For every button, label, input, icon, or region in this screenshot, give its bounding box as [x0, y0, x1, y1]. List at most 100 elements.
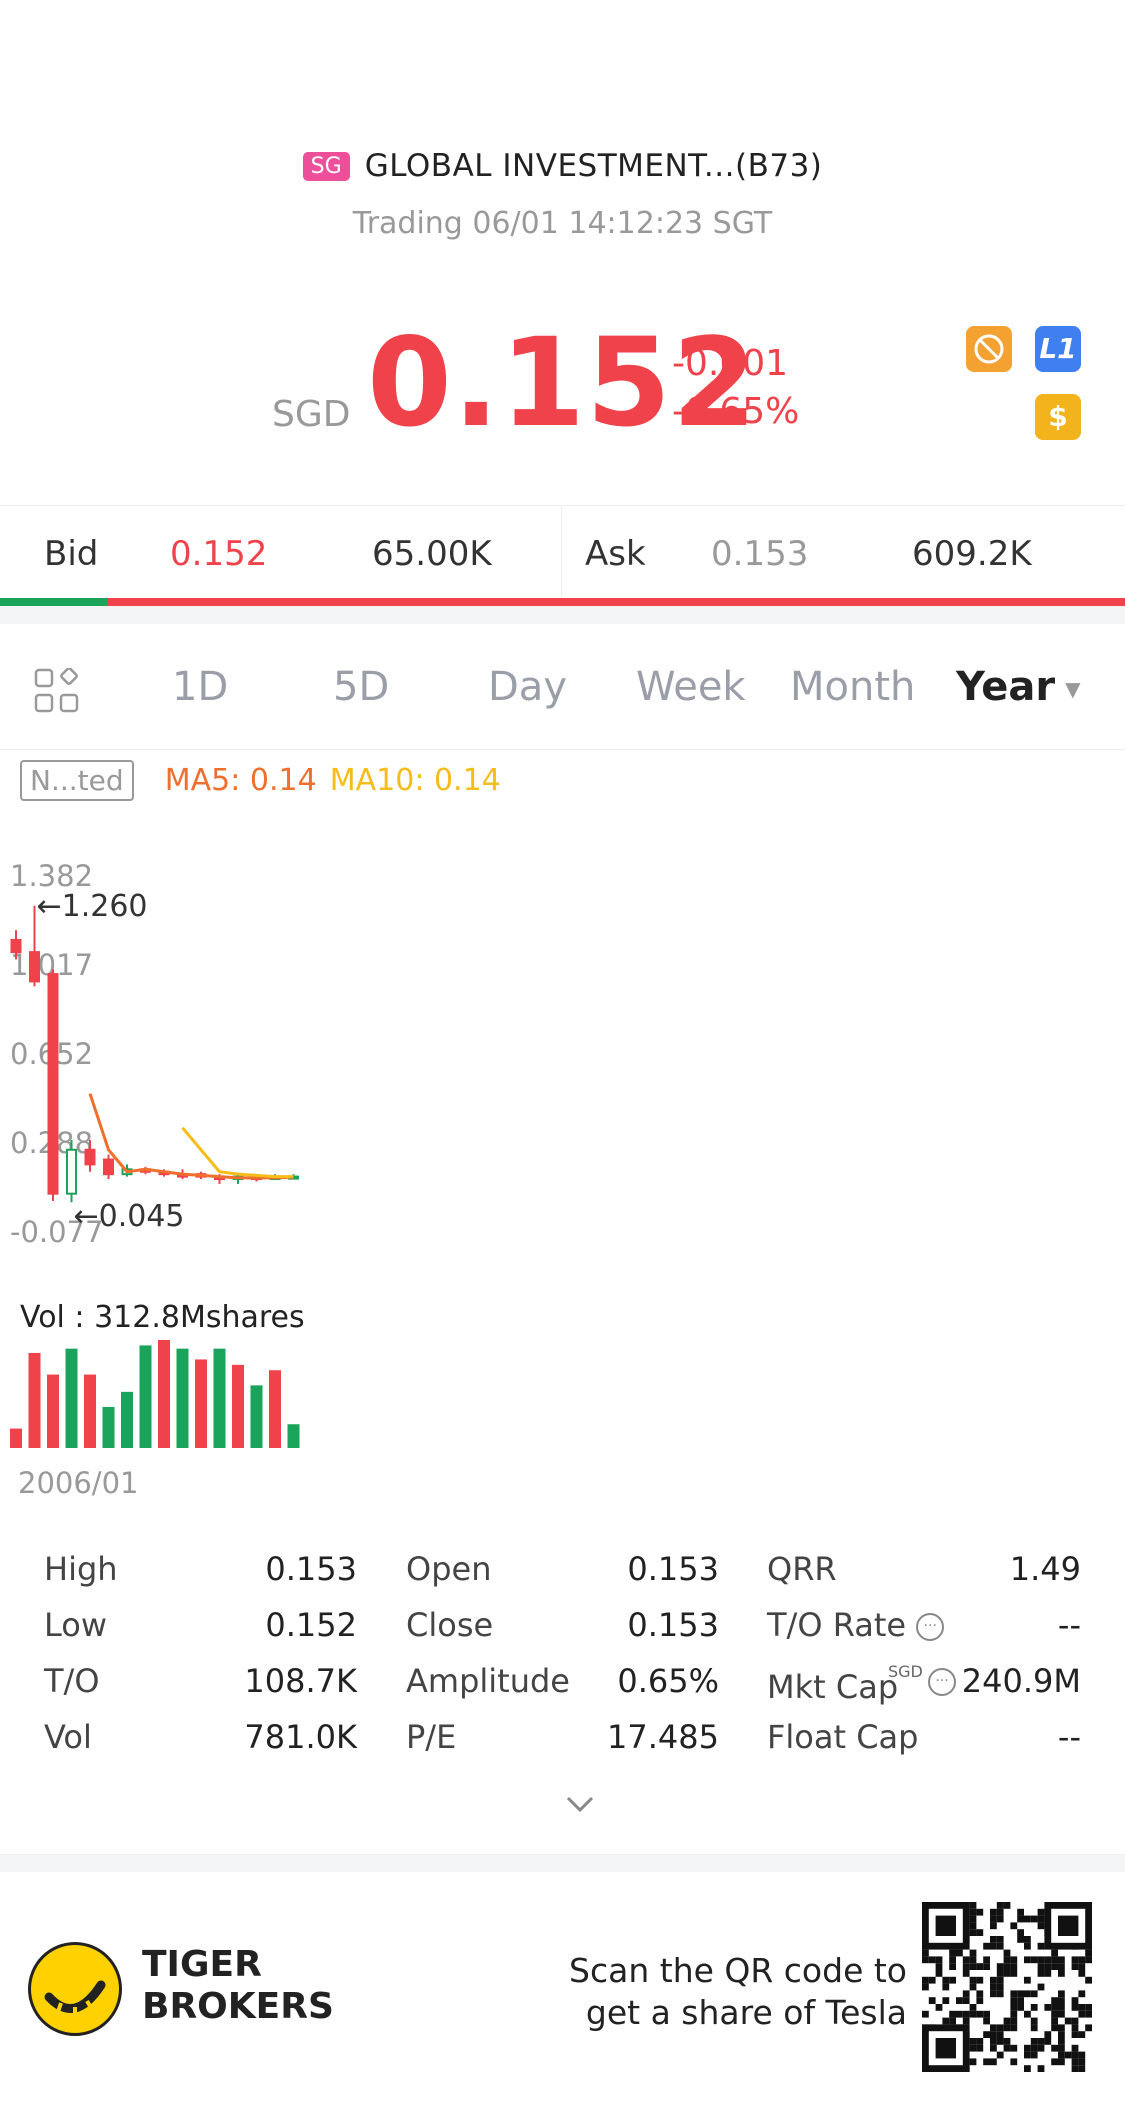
volume-bar — [250, 1385, 263, 1448]
section-gap — [0, 606, 1125, 624]
stat-float-cap-label: Float Cap — [767, 1718, 919, 1756]
ask-label: Ask — [585, 534, 646, 574]
stock-title[interactable]: GLOBAL INVESTMENT...(B73) — [364, 148, 823, 184]
stat-open-label: Open — [406, 1550, 492, 1588]
price-currency: SGD — [272, 394, 351, 435]
level1-icon[interactable]: L1 — [1035, 326, 1081, 372]
y-tick-label: 1.382 — [10, 859, 93, 893]
ma10-line — [181, 1126, 294, 1179]
trading-status: Trading 06/01 14:12:23 SGT — [352, 206, 773, 241]
tiger-logo-icon — [28, 1942, 122, 2036]
bid-ask-divider — [561, 506, 562, 602]
volume-bar — [232, 1364, 244, 1448]
stat-close-label: Close — [406, 1606, 494, 1644]
last-price: 0.152 — [367, 312, 758, 454]
tab-year-label: Year — [956, 664, 1056, 710]
no-shorting-icon[interactable] — [966, 326, 1012, 372]
stat-amplitude: 0.65% — [617, 1662, 719, 1700]
chevron-down-icon: ▼ — [1065, 677, 1081, 701]
stat-vol: 781.0K — [244, 1718, 357, 1756]
adjust-mode-button[interactable]: N...ted — [20, 760, 134, 801]
candle-body — [10, 938, 22, 954]
volume-bar — [269, 1370, 281, 1448]
change-value: -0.001 — [672, 343, 789, 384]
qr-code-icon[interactable] — [922, 1902, 1092, 2072]
region-badge: SG — [302, 151, 350, 181]
info-icon[interactable]: ··· — [916, 1613, 945, 1641]
stat-qrr: 1.49 — [1009, 1550, 1081, 1588]
volume-bar — [158, 1340, 170, 1448]
stat-high-label: High — [44, 1550, 118, 1588]
candle-body — [29, 951, 40, 983]
tab-day[interactable]: Day — [488, 664, 567, 710]
volume-bar — [28, 1352, 41, 1448]
ma10-value: MA10: 0.14 — [329, 763, 501, 798]
footer-separator — [0, 1854, 1125, 1872]
qr-promo-text: Scan the QR code to get a share of Tesla — [507, 1950, 907, 2034]
layout-grid-icon[interactable] — [34, 668, 80, 714]
stat-close: 0.153 — [627, 1606, 719, 1644]
high-marker: ←1.260 — [37, 889, 148, 924]
scan-line2: get a share of Tesla — [585, 1993, 907, 2032]
stat-low-label: Low — [44, 1606, 108, 1644]
brand-line2: BROKERS — [142, 1986, 334, 2027]
bid-price: 0.152 — [170, 534, 268, 574]
dollar-icon[interactable]: $ — [1035, 394, 1081, 440]
tab-week[interactable]: Week — [636, 664, 746, 710]
change-percent: -0.65% — [672, 391, 800, 432]
period-tabs: 1D 5D Day Week Month Year ▼ — [0, 624, 1125, 750]
stat-high: 0.153 — [265, 1550, 357, 1588]
ask-price: 0.153 — [711, 534, 809, 574]
volume-bar — [47, 1374, 59, 1448]
tab-1d[interactable]: 1D — [172, 664, 229, 710]
scan-line1: Scan the QR code to — [569, 1951, 907, 1990]
x-axis-date: 2006/01 — [18, 1466, 139, 1500]
mkt-cap-currency: SGD — [888, 1662, 923, 1681]
bid-ratio-bar — [0, 598, 107, 606]
stat-pe-label: P/E — [406, 1718, 457, 1756]
volume-bar — [287, 1424, 300, 1448]
volume-bar — [102, 1406, 115, 1448]
bid-label: Bid — [44, 534, 99, 574]
stat-open: 0.153 — [627, 1550, 719, 1588]
stat-vol-label: Vol — [44, 1718, 92, 1756]
volume-bar — [139, 1345, 152, 1448]
bid-size: 65.00K — [372, 534, 492, 574]
ma5-value: MA5: 0.14 — [164, 763, 317, 798]
brand-name: TIGER BROKERS — [142, 1944, 334, 2028]
ma5-line — [88, 1093, 294, 1180]
bid-ask-panel[interactable]: Bid 0.152 65.00K Ask 0.153 609.2K — [0, 505, 1125, 602]
stat-to-rate-label[interactable]: T/O Rate ··· — [767, 1606, 945, 1644]
stock-title-row: SG GLOBAL INVESTMENT...(B73) — [0, 148, 1125, 184]
volume-bar — [195, 1359, 207, 1448]
volume-bar — [176, 1348, 189, 1448]
tab-month[interactable]: Month — [790, 664, 916, 710]
info-icon[interactable]: ··· — [928, 1668, 956, 1696]
stat-amplitude-label: Amplitude — [406, 1662, 570, 1700]
candle-body — [103, 1158, 114, 1176]
stat-to-label: T/O — [44, 1662, 100, 1700]
stat-float-cap: -- — [1057, 1718, 1081, 1756]
low-marker: ←0.045 — [74, 1199, 185, 1234]
stat-to: 108.7K — [244, 1662, 357, 1700]
y-tick-label: -0.077 — [10, 1215, 104, 1249]
volume-bar — [213, 1348, 226, 1448]
ask-ratio-bar — [107, 598, 1125, 606]
price-change: -0.001 -0.65% — [672, 340, 799, 436]
volume-bar — [10, 1428, 22, 1448]
stat-low: 0.152 — [265, 1606, 357, 1644]
stat-qrr-label: QRR — [767, 1550, 837, 1588]
candle-body — [66, 1148, 77, 1195]
volume-bar — [65, 1348, 78, 1448]
volume-bar — [121, 1391, 133, 1448]
stat-pe: 17.485 — [607, 1718, 719, 1756]
candle-body — [47, 973, 59, 1195]
ask-size: 609.2K — [912, 534, 1032, 574]
indicator-row: N...ted MA5: 0.14 MA10: 0.14 — [20, 760, 501, 806]
stat-to-rate: -- — [1057, 1606, 1081, 1644]
candle-body — [84, 1148, 96, 1166]
tab-5d[interactable]: 5D — [333, 664, 390, 710]
expand-chevron-icon[interactable] — [565, 1794, 595, 1814]
tab-year[interactable]: Year ▼ — [956, 664, 1081, 710]
